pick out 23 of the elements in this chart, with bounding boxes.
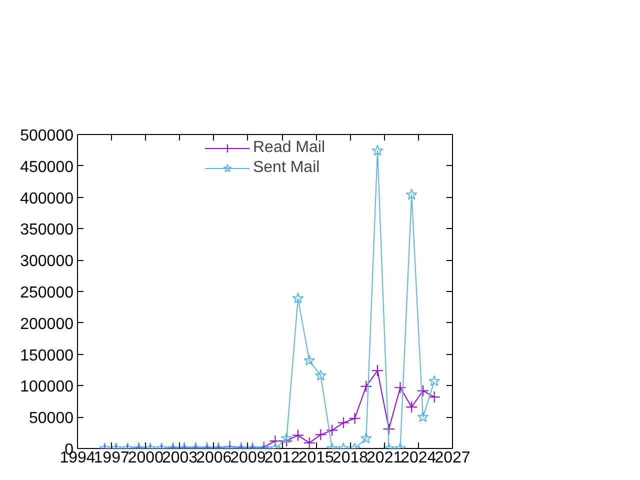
y-tick-label: 350000 xyxy=(20,222,74,239)
x-tick-label: 2012 xyxy=(264,450,300,466)
x-tick-label: 2006 xyxy=(196,450,232,466)
legend-label: Read Mail xyxy=(252,139,326,157)
y-tick-label: 50000 xyxy=(29,410,74,428)
x-tick-label: 2027 xyxy=(434,450,470,466)
y-tick-label: 150000 xyxy=(20,347,74,364)
y-tick-label: 200000 xyxy=(20,316,74,333)
x-tick-label: 2021 xyxy=(366,450,402,466)
y-tick-label: 300000 xyxy=(20,253,74,270)
x-tick-label: 1997 xyxy=(94,450,130,466)
x-tick-label: 2024 xyxy=(400,450,436,466)
y-tick-label: 400000 xyxy=(20,190,74,208)
x-tick-label: 2003 xyxy=(162,450,198,466)
x-tick-label: 2000 xyxy=(128,450,164,466)
x-tick-label: 2015 xyxy=(298,450,334,466)
x-tick-label: 2009 xyxy=(230,450,266,466)
y-tick-label: 250000 xyxy=(20,284,74,302)
x-tick-label: 2018 xyxy=(332,450,368,466)
legend-label: Sent Mail xyxy=(252,159,320,177)
y-tick-label: 100000 xyxy=(20,378,74,396)
y-tick-label: 450000 xyxy=(20,158,74,176)
y-tick-label: 500000 xyxy=(20,128,74,144)
